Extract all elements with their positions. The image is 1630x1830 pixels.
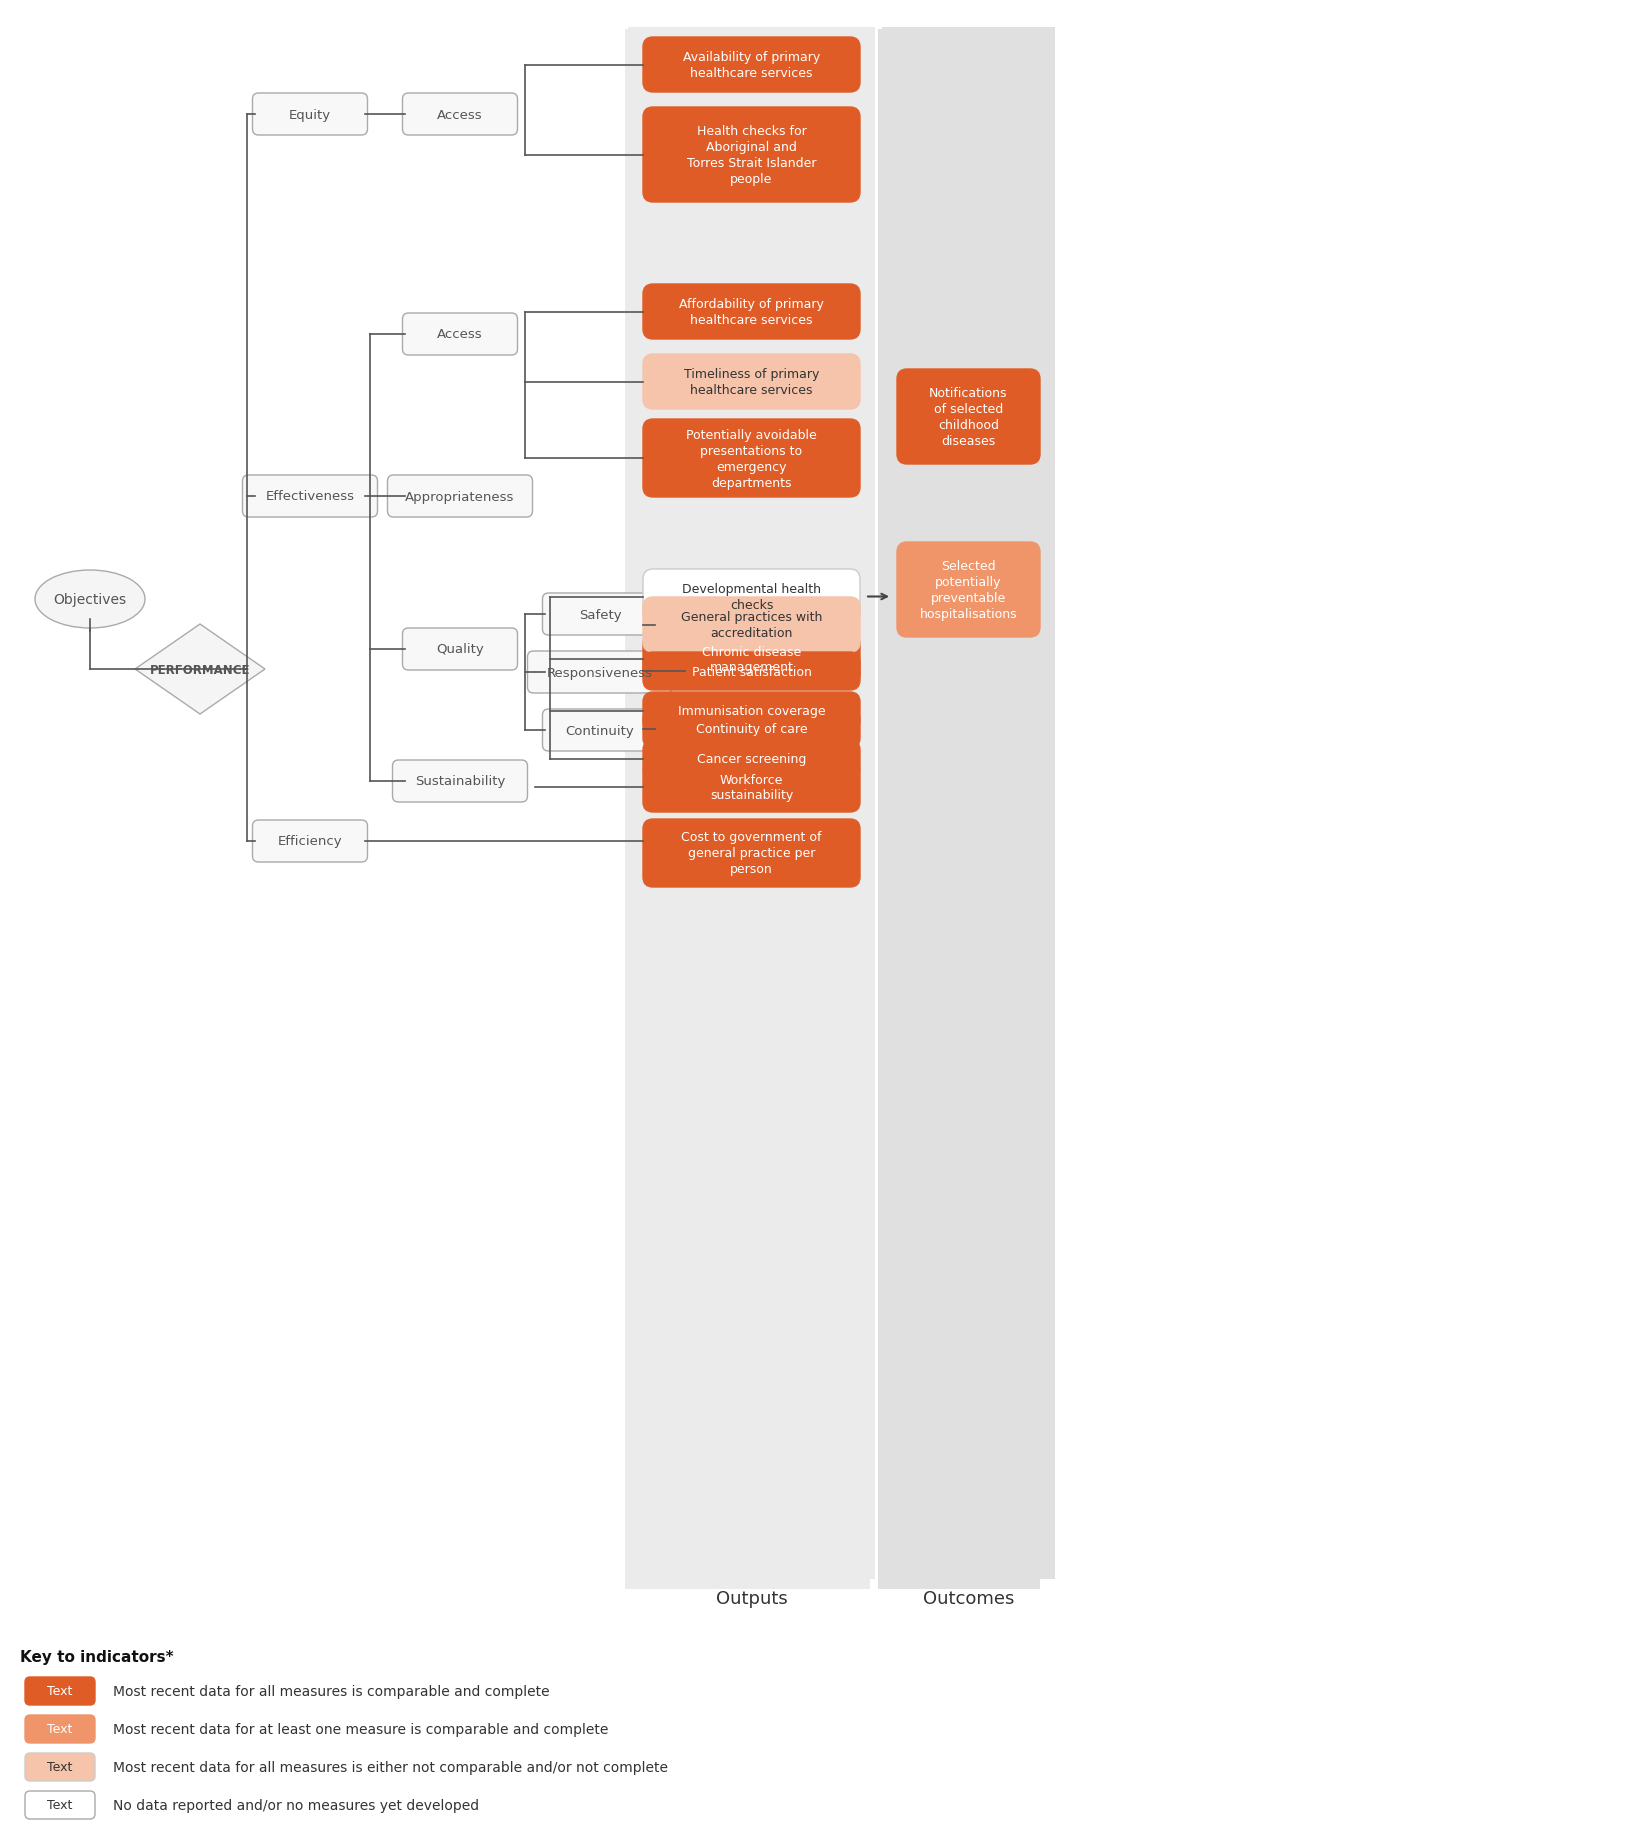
FancyBboxPatch shape bbox=[642, 741, 861, 778]
FancyBboxPatch shape bbox=[642, 710, 861, 748]
Bar bbox=[882, 27, 1055, 1579]
Text: Quality: Quality bbox=[437, 642, 484, 657]
Text: Responsiveness: Responsiveness bbox=[548, 666, 654, 679]
FancyBboxPatch shape bbox=[543, 710, 657, 752]
Text: Text: Text bbox=[47, 1799, 73, 1812]
Text: Most recent data for all measures is comparable and complete: Most recent data for all measures is com… bbox=[112, 1684, 549, 1698]
FancyBboxPatch shape bbox=[24, 1753, 95, 1781]
Text: Most recent data for all measures is either not comparable and/or not complete: Most recent data for all measures is eit… bbox=[112, 1760, 668, 1773]
FancyBboxPatch shape bbox=[393, 761, 528, 803]
Text: Patient satisfaction: Patient satisfaction bbox=[691, 664, 812, 679]
Text: Workforce
sustainability: Workforce sustainability bbox=[711, 772, 794, 802]
Text: Continuity of care: Continuity of care bbox=[696, 723, 807, 736]
FancyBboxPatch shape bbox=[543, 593, 657, 635]
Text: Cancer screening: Cancer screening bbox=[696, 754, 807, 767]
FancyBboxPatch shape bbox=[243, 476, 378, 518]
Text: Availability of primary
healthcare services: Availability of primary healthcare servi… bbox=[683, 51, 820, 81]
Ellipse shape bbox=[34, 571, 145, 630]
Text: Access: Access bbox=[437, 108, 482, 121]
FancyBboxPatch shape bbox=[253, 820, 367, 862]
Text: Access: Access bbox=[437, 328, 482, 342]
Text: No data reported and/or no measures yet developed: No data reported and/or no measures yet … bbox=[112, 1799, 479, 1812]
Text: Objectives: Objectives bbox=[54, 593, 127, 608]
FancyBboxPatch shape bbox=[24, 1676, 95, 1706]
Text: Chronic disease
management: Chronic disease management bbox=[703, 646, 800, 673]
FancyBboxPatch shape bbox=[642, 38, 861, 93]
Bar bbox=[879, 29, 1040, 1588]
Text: Selected
potentially
preventable
hospitalisations: Selected potentially preventable hospita… bbox=[919, 560, 1017, 620]
Text: Text: Text bbox=[47, 1685, 73, 1698]
Text: Safety: Safety bbox=[579, 608, 621, 620]
FancyBboxPatch shape bbox=[642, 285, 861, 340]
Text: Equity: Equity bbox=[289, 108, 331, 121]
FancyBboxPatch shape bbox=[403, 630, 517, 670]
FancyBboxPatch shape bbox=[897, 370, 1040, 465]
Text: Key to indicators*: Key to indicators* bbox=[20, 1649, 174, 1663]
Text: Developmental health
checks: Developmental health checks bbox=[681, 582, 822, 611]
Bar bbox=[624, 29, 870, 1588]
Text: Health checks for
Aboriginal and
Torres Strait Islander
people: Health checks for Aboriginal and Torres … bbox=[686, 124, 817, 187]
Text: Appropriateness: Appropriateness bbox=[406, 490, 515, 503]
FancyBboxPatch shape bbox=[642, 598, 861, 653]
Text: Immunisation coverage: Immunisation coverage bbox=[678, 705, 825, 717]
FancyBboxPatch shape bbox=[642, 569, 861, 624]
Text: Text: Text bbox=[47, 1722, 73, 1735]
Text: Outputs: Outputs bbox=[716, 1588, 787, 1607]
Text: Cost to government of
general practice per
person: Cost to government of general practice p… bbox=[681, 831, 822, 877]
Polygon shape bbox=[135, 624, 266, 714]
FancyBboxPatch shape bbox=[403, 93, 517, 135]
Text: Notifications
of selected
childhood
diseases: Notifications of selected childhood dise… bbox=[929, 386, 1007, 448]
Text: Timeliness of primary
healthcare services: Timeliness of primary healthcare service… bbox=[685, 368, 820, 397]
FancyBboxPatch shape bbox=[253, 93, 367, 135]
FancyBboxPatch shape bbox=[897, 544, 1040, 637]
Text: Most recent data for at least one measure is comparable and complete: Most recent data for at least one measur… bbox=[112, 1722, 608, 1737]
FancyBboxPatch shape bbox=[642, 653, 861, 690]
FancyBboxPatch shape bbox=[24, 1792, 95, 1819]
Text: Outcomes: Outcomes bbox=[923, 1588, 1014, 1607]
Text: Potentially avoidable
presentations to
emergency
departments: Potentially avoidable presentations to e… bbox=[686, 428, 817, 489]
Text: Affordability of primary
healthcare services: Affordability of primary healthcare serv… bbox=[680, 298, 823, 328]
FancyBboxPatch shape bbox=[403, 313, 517, 355]
Text: Sustainability: Sustainability bbox=[414, 776, 505, 789]
FancyBboxPatch shape bbox=[642, 419, 861, 498]
FancyBboxPatch shape bbox=[528, 651, 673, 694]
FancyBboxPatch shape bbox=[642, 763, 861, 813]
Text: Efficiency: Efficiency bbox=[277, 834, 342, 847]
Bar bbox=[628, 27, 875, 1579]
FancyBboxPatch shape bbox=[642, 355, 861, 410]
FancyBboxPatch shape bbox=[642, 692, 861, 730]
FancyBboxPatch shape bbox=[642, 635, 861, 684]
Text: Effectiveness: Effectiveness bbox=[266, 490, 354, 503]
FancyBboxPatch shape bbox=[642, 108, 861, 203]
Text: Text: Text bbox=[47, 1760, 73, 1773]
Text: Continuity: Continuity bbox=[566, 725, 634, 737]
Text: General practices with
accreditation: General practices with accreditation bbox=[681, 611, 822, 640]
FancyBboxPatch shape bbox=[642, 820, 861, 888]
FancyBboxPatch shape bbox=[388, 476, 533, 518]
Text: PERFORMANCE: PERFORMANCE bbox=[150, 662, 251, 675]
FancyBboxPatch shape bbox=[24, 1715, 95, 1742]
